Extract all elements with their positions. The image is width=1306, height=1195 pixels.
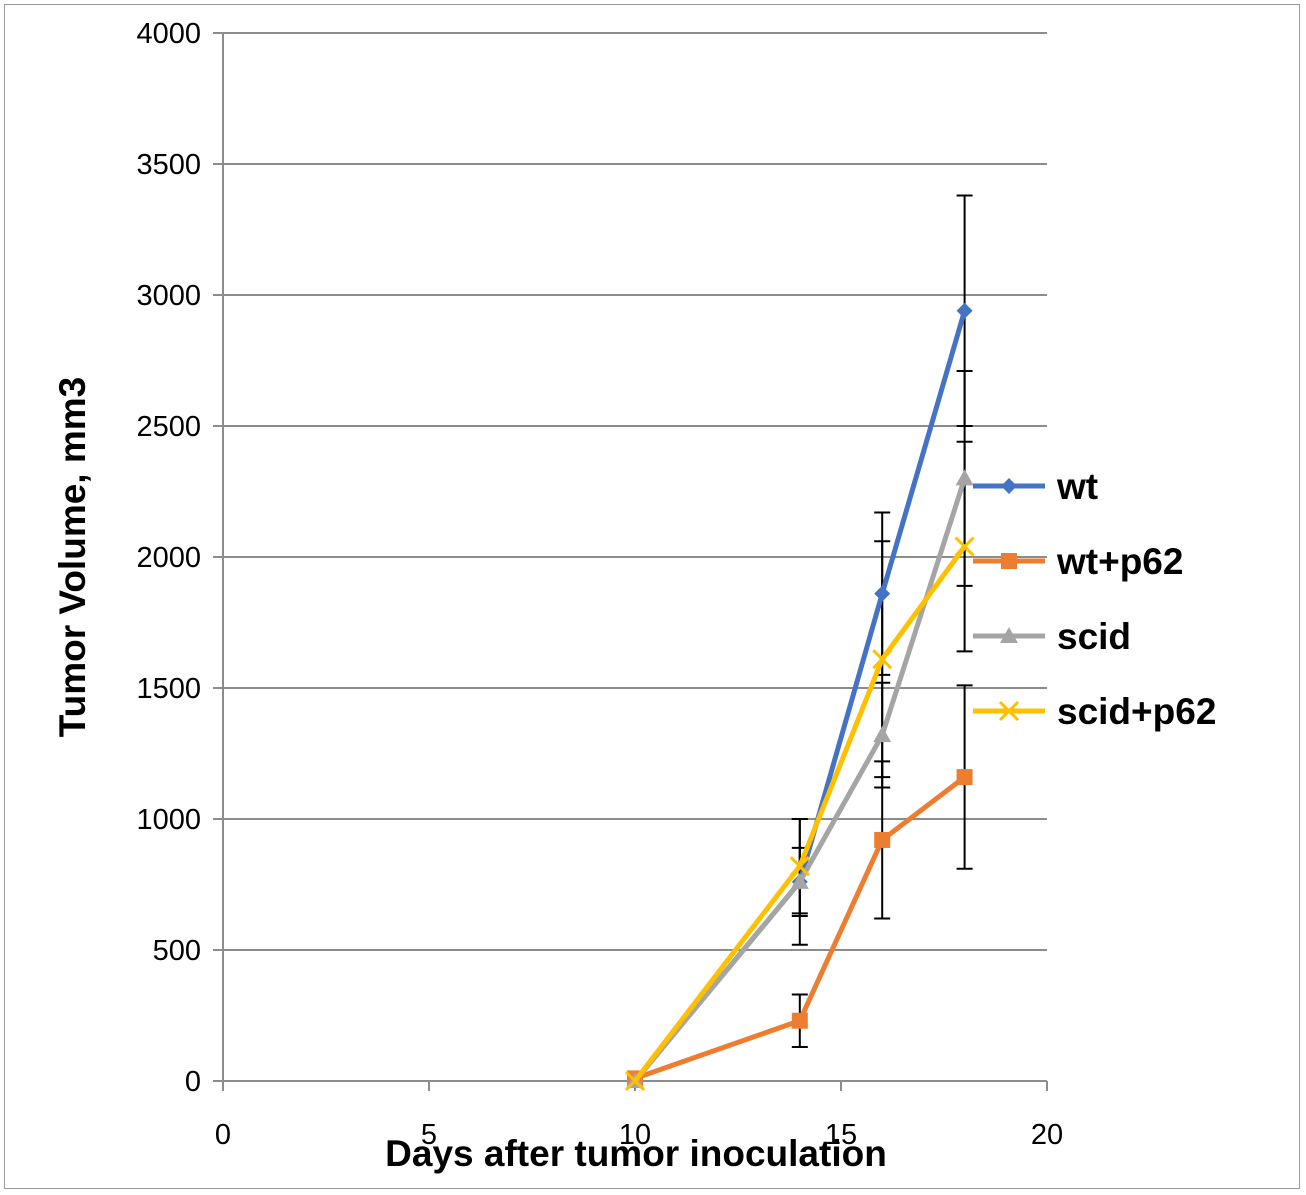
axes xyxy=(213,32,1048,1091)
series-scid-plus-p62 xyxy=(624,536,975,1092)
data-point-scid-plus-p62 xyxy=(624,1070,646,1092)
data-point-wt xyxy=(956,302,973,319)
x-tick-label: 0 xyxy=(215,1119,231,1151)
legend-marker xyxy=(1000,627,1018,643)
y-tick-labels: 0 500 1000 1500 2000 2500 3000 3500 4000 xyxy=(136,18,201,1098)
series-line-wt-plus-p62 xyxy=(634,775,967,1081)
data-point-wt-plus-p62 xyxy=(791,1012,808,1029)
data-point-scid xyxy=(873,726,892,743)
legend-marker xyxy=(1001,553,1017,569)
legend-item-scid-plus-p62: scid+p62 xyxy=(973,691,1216,732)
series-line-scid xyxy=(633,477,967,1083)
legend: wt wt+p62 scid scid+p62 xyxy=(973,466,1216,732)
data-point-scid-plus-p62 xyxy=(789,856,810,877)
data-point-scid xyxy=(955,469,974,486)
y-tick-label: 0 xyxy=(185,1066,201,1098)
legend-item-scid: scid xyxy=(973,616,1131,657)
y-tick-label: 1000 xyxy=(136,804,201,836)
legend-label: scid xyxy=(1057,616,1131,657)
x-tick-label: 20 xyxy=(1031,1119,1063,1151)
data-point-scid xyxy=(790,872,809,889)
error-bars xyxy=(791,194,973,1048)
x-tick-label: 15 xyxy=(825,1119,857,1151)
y-tick-label: 2000 xyxy=(136,542,201,574)
y-tick-label: 3500 xyxy=(136,149,201,181)
gridlines xyxy=(223,32,1047,951)
data-point-wt-plus-p62 xyxy=(874,831,891,848)
data-point-wt-plus-p62 xyxy=(956,769,973,786)
data-point-wt xyxy=(874,585,891,602)
legend-item-wt-plus-p62: wt+p62 xyxy=(973,541,1183,582)
x-tick-label: 5 xyxy=(421,1119,437,1151)
data-point-scid-plus-p62 xyxy=(954,536,975,557)
y-tick-label: 1500 xyxy=(136,673,201,705)
legend-marker xyxy=(998,700,1020,722)
series-wt xyxy=(627,302,973,1089)
y-tick-label: 3000 xyxy=(136,280,201,312)
x-tick-label: 10 xyxy=(619,1119,651,1151)
legend-label: wt xyxy=(1056,466,1098,507)
series-group xyxy=(624,194,975,1092)
chart-frame xyxy=(4,4,1300,1189)
legend-label: scid+p62 xyxy=(1057,691,1216,732)
x-axis-title: Days after tumor inoculation xyxy=(385,1133,887,1174)
y-tick-label: 4000 xyxy=(136,18,201,50)
x-tick-labels: 0 5 10 15 20 xyxy=(215,1119,1063,1151)
legend-label: wt+p62 xyxy=(1056,541,1183,582)
y-tick-label: 2500 xyxy=(136,411,201,443)
data-point-scid-plus-p62 xyxy=(872,649,893,670)
y-tick-label: 500 xyxy=(153,935,201,967)
legend-item-wt: wt xyxy=(973,466,1098,507)
legend-marker xyxy=(1001,478,1017,494)
y-axis-title: Tumor Volume, mm3 xyxy=(52,377,93,737)
series-line-scid-plus-p62 xyxy=(633,545,967,1083)
